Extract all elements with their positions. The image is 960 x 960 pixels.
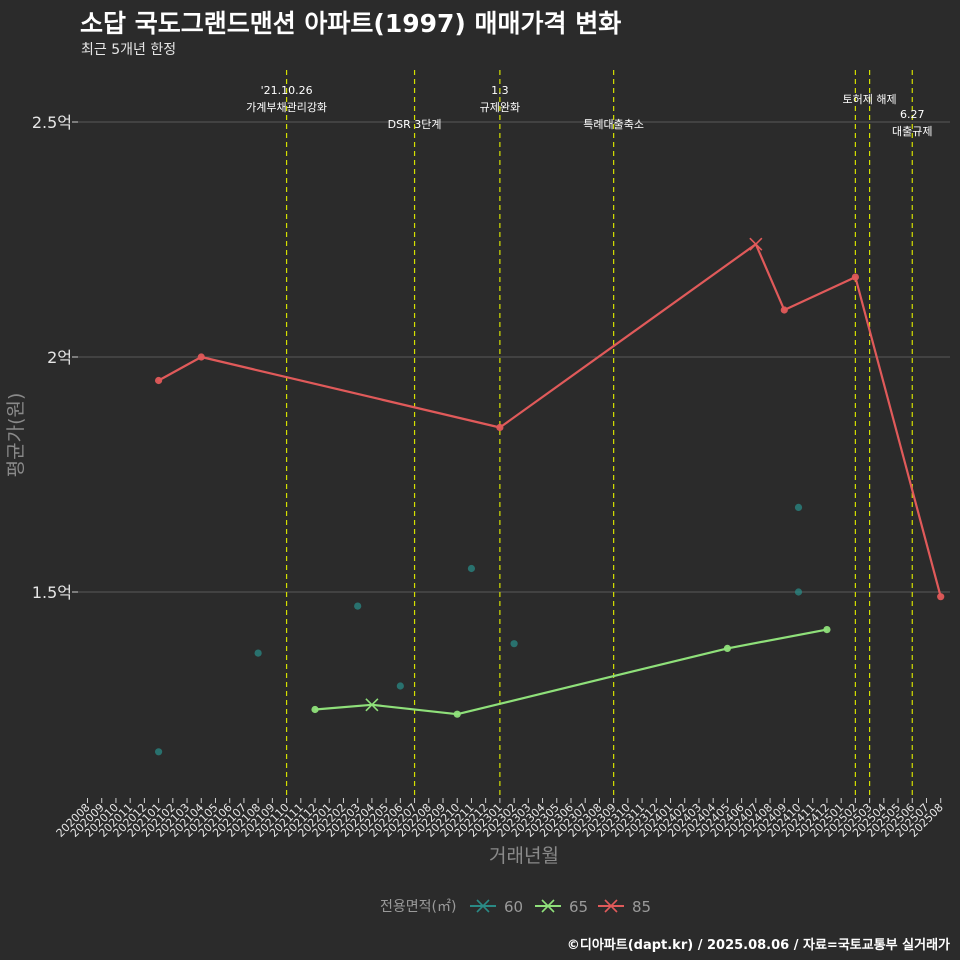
event-label: 토허제 해제	[843, 92, 897, 106]
series-line-65	[314, 628, 828, 716]
data-point-60	[794, 588, 803, 596]
data-point-60	[510, 640, 518, 648]
data-point-cross-65	[365, 698, 379, 712]
event-label: 규제완화	[480, 101, 520, 114]
event-label: DSR 3단계	[388, 118, 442, 131]
data-point-65	[311, 705, 319, 714]
event-label: 1.3	[491, 84, 509, 97]
legend-label-65: 65	[569, 898, 588, 916]
legend-title: 전용면적(㎡)	[380, 899, 456, 915]
event-label: 6.27	[900, 108, 925, 121]
event-label: '21.10.26	[261, 84, 313, 97]
data-point-85	[496, 423, 504, 432]
y-tick-label: 2.5억	[32, 113, 72, 132]
data-point-60	[354, 602, 362, 610]
data-point-cross-85	[749, 237, 763, 251]
data-point-65	[723, 644, 732, 653]
data-point-65	[823, 626, 831, 634]
y-tick-label: 1.5억	[32, 583, 72, 602]
chart-title: 소답 국도그랜드맨션 아파트(1997) 매매가격 변화	[80, 9, 622, 38]
data-point-60	[467, 564, 476, 573]
data-point-60	[794, 503, 803, 511]
event-label: 특례대출축소	[583, 118, 644, 131]
data-point-60	[396, 682, 404, 690]
legend-key-cross-65	[541, 899, 555, 913]
data-point-60	[254, 649, 262, 657]
chart-subtitle: 최근 5개년 한정	[81, 42, 177, 58]
legend-key-cross-60	[476, 899, 490, 913]
legend-label-60: 60	[504, 898, 523, 916]
data-point-60	[155, 748, 163, 756]
data-point-85	[197, 353, 205, 361]
x-axis-title: 거래년월	[489, 845, 559, 867]
series-line-85	[158, 243, 942, 597]
y-axis-title: 평균가(원)	[5, 393, 27, 478]
data-point-85	[780, 306, 788, 314]
data-point-85	[937, 593, 945, 601]
data-point-65	[453, 710, 461, 718]
data-point-85	[851, 273, 859, 281]
legend-key-cross-85	[604, 899, 618, 913]
data-point-85	[155, 376, 163, 385]
legend-label-85: 85	[632, 898, 651, 916]
event-label: 대출규제	[892, 125, 932, 138]
chart-caption: ©디아파트(dapt.kr) / 2025.08.06 / 자료=국토교통부 실…	[566, 938, 950, 953]
event-label: 가계부채관리강화	[246, 101, 327, 114]
y-tick-label: 2억	[47, 348, 72, 367]
